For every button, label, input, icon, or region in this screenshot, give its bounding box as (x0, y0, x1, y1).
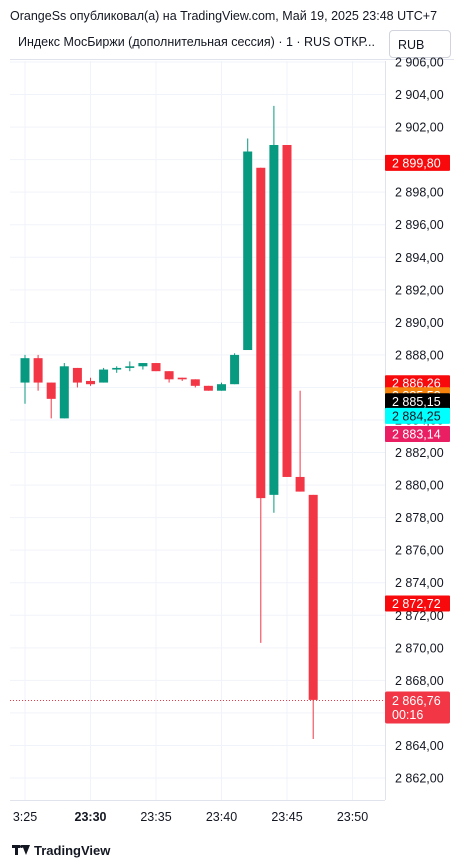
price-tag (385, 393, 450, 410)
candle-body[interactable] (112, 367, 122, 370)
price-tag (385, 407, 450, 424)
y-axis-tick-label: 2 862,00 (395, 772, 444, 786)
candle-body[interactable] (151, 363, 161, 372)
price-tag (385, 375, 450, 392)
x-axis-tick-label: 23:45 (271, 810, 302, 824)
tradingview-logo-text: TradingView (34, 842, 111, 858)
candle-body[interactable] (269, 144, 279, 495)
price-tag-label: 2 883,14 (392, 427, 441, 441)
candle-body[interactable] (203, 385, 213, 391)
price-tag (385, 154, 450, 171)
y-axis-tick-label: 2 876,00 (395, 544, 444, 558)
y-axis-tick-label: 2 898,00 (395, 186, 444, 200)
y-axis-tick-label: 2 864,00 (395, 739, 444, 753)
candle-body[interactable] (282, 144, 292, 477)
publish-credit: OrangeSs опубликовал(а) на TradingView.c… (10, 9, 438, 23)
y-axis-tick-label: 2 890,00 (395, 316, 444, 330)
candles-layer (20, 105, 318, 739)
x-axis-tick-label: 23:50 (337, 810, 368, 824)
candle-body[interactable] (230, 354, 240, 385)
y-axis-tick-label: 2 904,00 (395, 88, 444, 102)
candle-body[interactable] (20, 358, 30, 383)
x-axis-tick-label: 23:40 (206, 810, 237, 824)
candle-body[interactable] (308, 494, 318, 700)
y-axis-tick-label: 2 902,00 (395, 121, 444, 135)
candle-body[interactable] (72, 367, 82, 383)
symbol-title[interactable]: Индекс МосБиржи (дополнительная сессия) … (18, 35, 375, 49)
price-tag (385, 425, 450, 442)
y-axis-tick-label: 2 870,00 (395, 641, 444, 655)
y-axis-tick-label: 2 892,00 (395, 283, 444, 297)
bar-countdown-label: 00:16 (392, 708, 423, 722)
candle-body[interactable] (86, 380, 95, 385)
y-axis-tick-label: 2 894,00 (395, 251, 444, 265)
price-tag-label: 2 872,72 (392, 597, 441, 611)
candle-body[interactable] (138, 363, 148, 367)
price-tag-label: 2 886,26 (392, 377, 441, 391)
candle-body[interactable] (164, 371, 174, 380)
y-axis-tick-label: 2 872,00 (395, 609, 444, 623)
y-axis-tick-label: 2 888,00 (395, 348, 444, 362)
candle-body[interactable] (190, 379, 200, 386)
currency-button[interactable]: RUB (389, 30, 451, 58)
candle-body[interactable] (243, 151, 253, 351)
price-tag (385, 595, 450, 612)
candle-body[interactable] (59, 366, 69, 419)
price-tag-label: 2 899,80 (392, 156, 441, 170)
tradingview-logo-icon (12, 845, 30, 855)
tradingview-logo[interactable]: TradingView (12, 841, 110, 859)
x-axis-tick-label: 23:35 (140, 810, 171, 824)
y-axis-tick-label: 2 882,00 (395, 446, 444, 460)
y-axis-tick-label: 2 906,00 (395, 56, 444, 70)
candle-body[interactable] (46, 382, 56, 399)
y-axis-tick-label: 2 896,00 (395, 218, 444, 232)
candle-body[interactable] (295, 476, 305, 492)
price-tag-label: 2 885,15 (392, 395, 441, 409)
candle-body[interactable] (177, 377, 187, 380)
candle-body[interactable] (217, 384, 226, 391)
last-price-tag (385, 691, 450, 724)
y-axis-tick-label: 2 880,00 (395, 479, 444, 493)
y-axis-tick-label: 2 868,00 (395, 674, 444, 688)
candle-body[interactable] (125, 366, 135, 368)
candle-body[interactable] (256, 167, 266, 499)
y-axis-tick-label: 2 874,00 (395, 576, 444, 590)
x-axis-tick-label: 3:25 (13, 810, 37, 824)
candle-body[interactable] (99, 369, 109, 383)
x-axis-tick-label: 23:30 (75, 810, 107, 824)
candle-body[interactable] (33, 358, 43, 383)
price-tag-label: 2 884,25 (392, 409, 441, 423)
y-axis-tick-label: 2 878,00 (395, 511, 444, 525)
legend-header: Индекс МосБиржи (дополнительная сессия) … (10, 27, 454, 60)
last-price-tag-label: 2 866,76 (392, 694, 441, 708)
